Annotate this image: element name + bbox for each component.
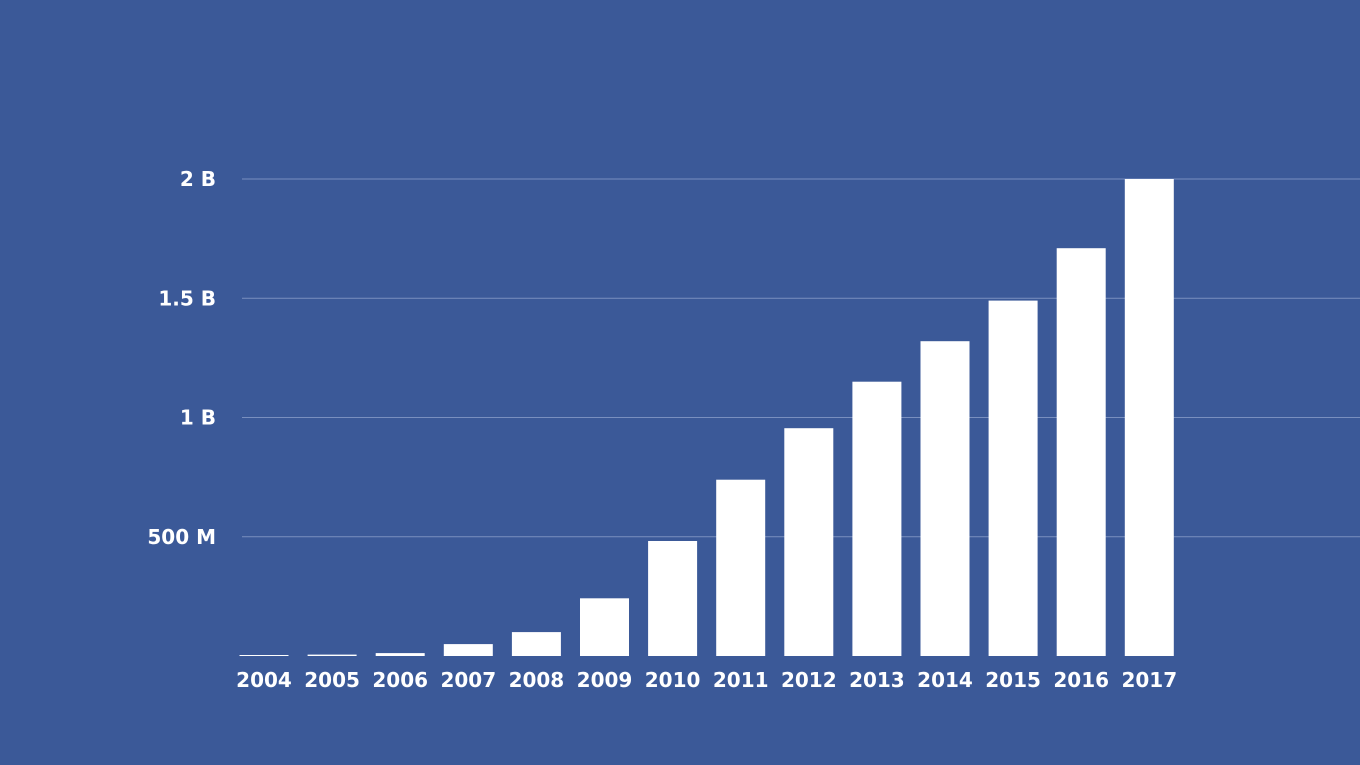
- bar-2007: [443, 644, 493, 656]
- x-tick-label-2015: 2015: [985, 668, 1041, 692]
- bar-2005: [307, 654, 357, 656]
- x-tick-label-2012: 2012: [781, 668, 837, 692]
- bar-2016: [1056, 248, 1106, 656]
- x-tick-label-2013: 2013: [849, 668, 905, 692]
- bar-2009: [580, 598, 629, 656]
- bar-2012: [784, 428, 834, 656]
- bar-2010: [648, 541, 698, 656]
- x-tick-label-2016: 2016: [1053, 668, 1109, 692]
- x-tick-label-2007: 2007: [440, 668, 496, 692]
- x-tick-label-2006: 2006: [372, 668, 428, 692]
- bar-2014: [920, 341, 970, 656]
- bar-2017: [1124, 179, 1174, 656]
- y-tick-label: 2 B: [180, 167, 216, 191]
- x-tick-label-2009: 2009: [577, 668, 633, 692]
- x-tick-label-2010: 2010: [645, 668, 701, 692]
- x-tick-label-2008: 2008: [509, 668, 565, 692]
- x-tick-label-2004: 2004: [236, 668, 292, 692]
- bar-2011: [716, 479, 766, 656]
- bar-2015: [988, 300, 1038, 656]
- x-tick-label-2017: 2017: [1121, 668, 1177, 692]
- x-tick-label-2011: 2011: [713, 668, 769, 692]
- y-tick-label: 500 M: [147, 525, 216, 549]
- bar-2013: [852, 381, 902, 656]
- x-axis-tick-labels: 2004 2005 2006 2007 2008 2009 2010 2011 2012 2013…: [236, 668, 1177, 692]
- bars: [239, 179, 1174, 656]
- y-tick-label: 1.5 B: [158, 286, 216, 310]
- bar-2008: [511, 632, 561, 656]
- x-tick-label-2014: 2014: [917, 668, 973, 692]
- y-axis-tick-labels: 500 M 1 B 1.5 B 2 B: [147, 167, 216, 549]
- y-tick-label: 1 B: [180, 406, 216, 430]
- x-tick-label-2005: 2005: [304, 668, 360, 692]
- bar-2004: [239, 655, 289, 656]
- bar-2006: [375, 653, 425, 656]
